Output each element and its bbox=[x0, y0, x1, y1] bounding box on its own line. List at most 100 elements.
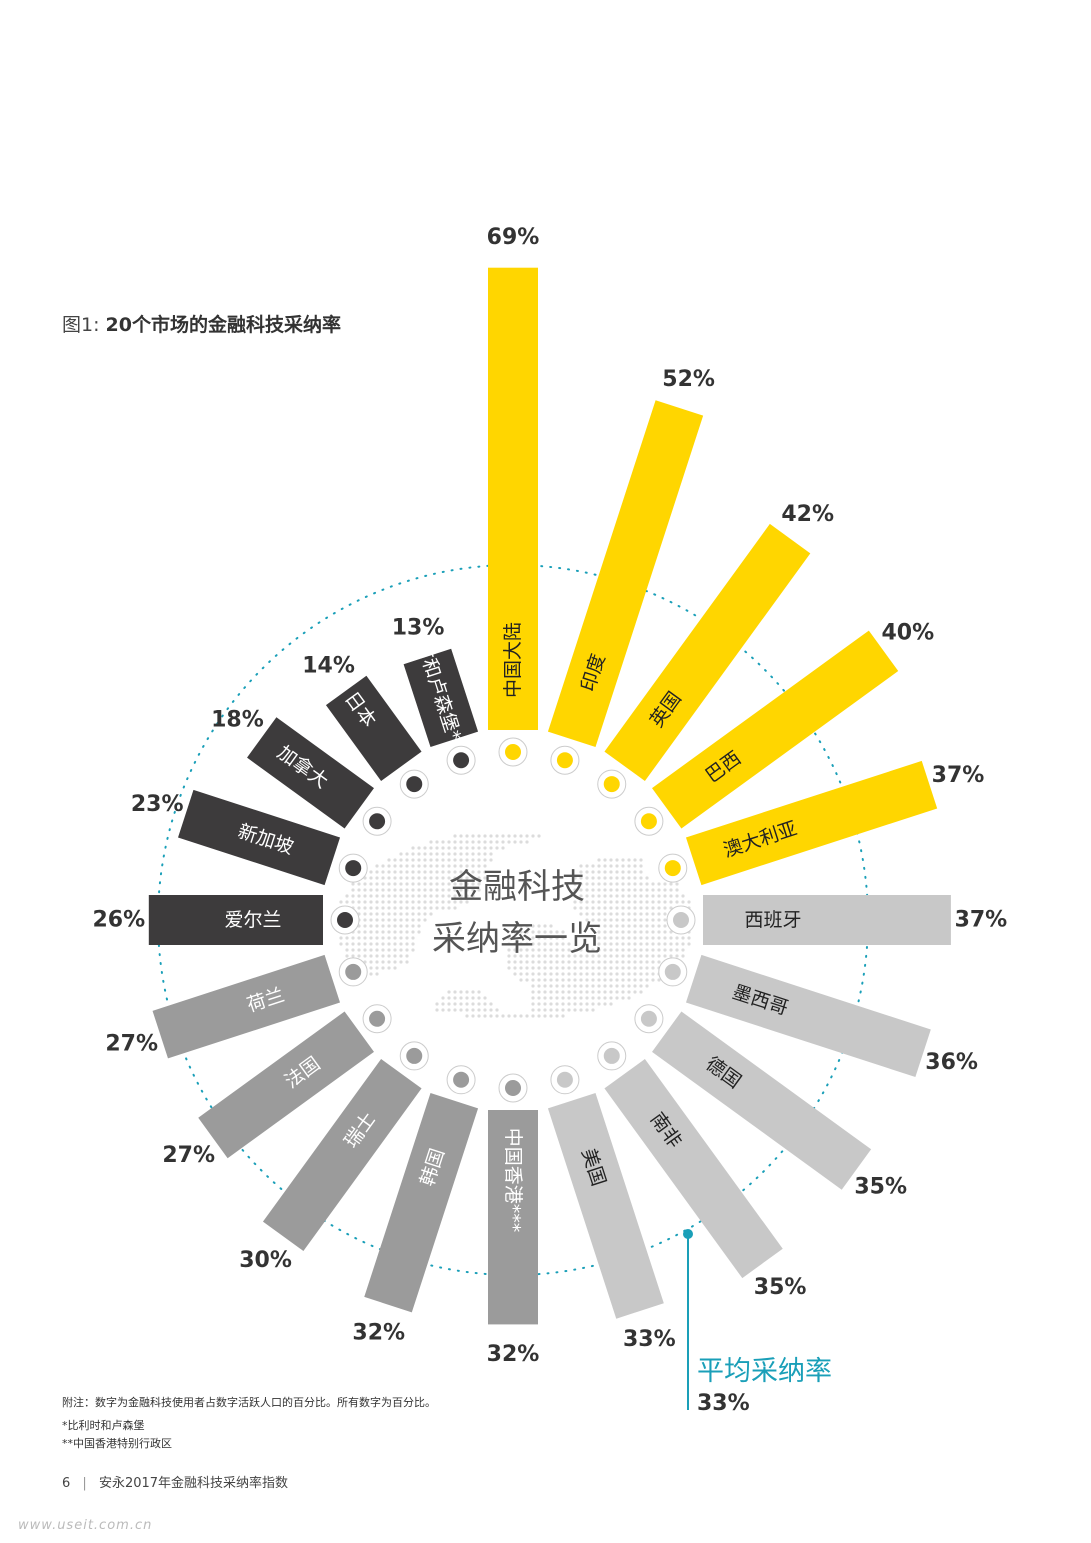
map-dot bbox=[441, 906, 445, 910]
map-dot bbox=[489, 1002, 493, 1006]
map-dot bbox=[387, 930, 391, 934]
map-dot bbox=[645, 966, 649, 970]
map-dot bbox=[651, 924, 655, 928]
map-dot bbox=[615, 996, 619, 1000]
map-dot bbox=[459, 996, 463, 1000]
map-dot bbox=[597, 864, 601, 868]
bar-group bbox=[262, 1059, 422, 1252]
map-dot bbox=[657, 948, 661, 952]
map-dot bbox=[393, 966, 397, 970]
map-dot bbox=[453, 996, 457, 1000]
map-dot bbox=[639, 948, 643, 952]
map-dot bbox=[615, 984, 619, 988]
map-dot bbox=[645, 948, 649, 952]
map-dot bbox=[537, 966, 541, 970]
map-dot bbox=[399, 852, 403, 856]
map-dot bbox=[471, 846, 475, 850]
map-dot bbox=[345, 954, 349, 958]
bar-value-label: 27% bbox=[162, 1143, 215, 1168]
map-dot bbox=[591, 984, 595, 988]
map-dot bbox=[537, 984, 541, 988]
map-dot bbox=[369, 882, 373, 886]
map-dot bbox=[537, 972, 541, 976]
flag-badge-fill bbox=[345, 860, 362, 877]
map-dot bbox=[417, 870, 421, 874]
map-dot bbox=[645, 888, 649, 892]
center-title-line1: 金融科技 bbox=[449, 867, 585, 907]
map-dot bbox=[381, 942, 385, 946]
map-dot bbox=[615, 930, 619, 934]
map-dot bbox=[651, 942, 655, 946]
map-dot bbox=[609, 870, 613, 874]
map-dot bbox=[465, 876, 469, 880]
map-dot bbox=[555, 930, 559, 934]
map-dot bbox=[561, 960, 565, 964]
footnote-belgium: *比利时和卢森堡 bbox=[62, 1419, 145, 1432]
map-dot bbox=[561, 1008, 565, 1012]
map-dot bbox=[363, 894, 367, 898]
map-dot bbox=[447, 900, 451, 904]
map-dot bbox=[387, 954, 391, 958]
bar-group bbox=[547, 1092, 664, 1319]
map-dot bbox=[621, 918, 625, 922]
map-dot bbox=[399, 864, 403, 868]
map-dot bbox=[423, 852, 427, 856]
map-dot bbox=[471, 1014, 475, 1018]
map-dot bbox=[465, 870, 469, 874]
map-dot bbox=[645, 876, 649, 880]
map-dot bbox=[369, 876, 373, 880]
flag-badge-fill bbox=[556, 752, 573, 769]
map-dot bbox=[603, 858, 607, 862]
map-dot bbox=[381, 930, 385, 934]
map-dot bbox=[597, 942, 601, 946]
map-dot bbox=[597, 996, 601, 1000]
map-dot bbox=[669, 954, 673, 958]
map-dot bbox=[579, 1008, 583, 1012]
map-dot bbox=[477, 834, 481, 838]
map-dot bbox=[411, 900, 415, 904]
map-dot bbox=[603, 882, 607, 886]
map-dot bbox=[489, 1008, 493, 1012]
map-dot bbox=[597, 984, 601, 988]
map-dot bbox=[573, 960, 577, 964]
map-dot bbox=[483, 870, 487, 874]
map-dot bbox=[603, 900, 607, 904]
map-dot bbox=[435, 888, 439, 892]
map-dot bbox=[549, 948, 553, 952]
map-dot bbox=[411, 936, 415, 940]
map-dot bbox=[621, 864, 625, 868]
map-dot bbox=[525, 924, 529, 928]
bar-group bbox=[325, 675, 422, 781]
map-dot bbox=[609, 918, 613, 922]
map-dot bbox=[399, 894, 403, 898]
map-dot bbox=[399, 912, 403, 916]
bar-value-label: 32% bbox=[487, 1342, 540, 1367]
map-dot bbox=[591, 900, 595, 904]
flag-badge-fill bbox=[505, 744, 521, 760]
map-dot bbox=[621, 906, 625, 910]
map-dot bbox=[645, 978, 649, 982]
map-dot bbox=[567, 960, 571, 964]
map-dot bbox=[633, 864, 637, 868]
map-dot bbox=[603, 960, 607, 964]
map-dot bbox=[525, 966, 529, 970]
map-dot bbox=[567, 978, 571, 982]
map-dot bbox=[345, 900, 349, 904]
map-dot bbox=[627, 936, 631, 940]
map-dot bbox=[669, 942, 673, 946]
map-dot bbox=[585, 888, 589, 892]
bar-group bbox=[604, 523, 811, 781]
map-dot bbox=[447, 876, 451, 880]
map-dot bbox=[639, 912, 643, 916]
map-dot bbox=[633, 948, 637, 952]
map-dot bbox=[537, 960, 541, 964]
map-dot bbox=[429, 864, 433, 868]
map-dot bbox=[645, 984, 649, 988]
map-dot bbox=[423, 876, 427, 880]
bar-category-label: 中国大陆 bbox=[502, 622, 524, 698]
map-dot bbox=[549, 954, 553, 958]
map-dot bbox=[567, 966, 571, 970]
flags-group bbox=[330, 737, 696, 1103]
map-dot bbox=[477, 882, 481, 886]
map-dot bbox=[525, 972, 529, 976]
